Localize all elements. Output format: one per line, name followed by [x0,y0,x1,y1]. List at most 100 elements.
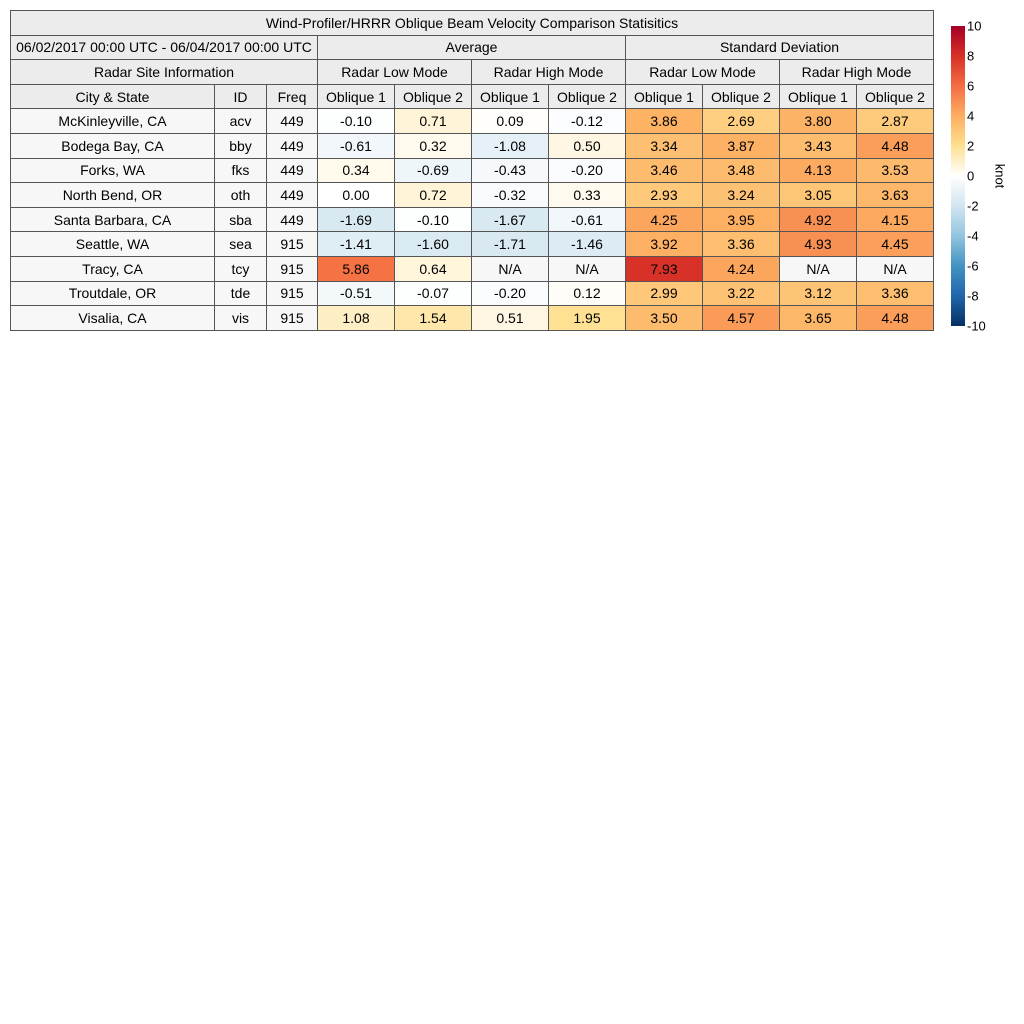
value-cell: 3.12 [779,280,857,307]
table-row: North Bend, OR oth 449 0.00 0.72 -0.32 0.33 2.9… [10,182,934,208]
value-cell: 4.24 [702,255,780,282]
site-id: bby [214,132,267,159]
column-header: City & State [10,83,215,110]
site-city: Bodega Bay, CA [10,132,215,159]
site-freq: 915 [266,280,318,307]
colorbar-tick-label: -8 [967,288,979,304]
site-id: tcy [214,255,267,282]
site-id: sea [214,231,267,257]
value-cell: 4.13 [779,157,857,184]
mode-header-std-high: Radar High Mode [779,59,934,85]
value-cell: 4.15 [856,206,934,233]
value-cell: -1.67 [471,206,549,233]
table-row: McKinleyville, CA acv 449 -0.10 0.71 0.09 -0.1… [10,108,934,134]
value-cell: -0.07 [394,280,472,307]
value-cell: -0.12 [548,108,626,134]
value-cell: -0.51 [317,280,395,307]
site-id: vis [214,305,267,331]
table-row: Visalia, CA vis 915 1.08 1.54 0.51 1.95 3.50 4.5… [10,305,934,331]
value-cell: 0.33 [548,182,626,208]
column-header: Oblique 2 [548,83,626,110]
site-city: Santa Barbara, CA [10,206,215,233]
site-city: Visalia, CA [10,305,215,331]
value-cell: N/A [779,255,857,282]
value-cell: 3.63 [856,182,934,208]
mode-header-avg-low: Radar Low Mode [317,59,472,85]
value-cell: 4.45 [856,231,934,257]
site-freq: 915 [266,231,318,257]
site-freq: 449 [266,132,318,159]
value-cell: 4.57 [702,305,780,331]
value-cell: 3.46 [625,157,703,184]
value-cell: 3.50 [625,305,703,331]
colorbar-tick-label: 8 [967,48,975,64]
value-cell: -0.10 [317,108,395,134]
column-header: Oblique 1 [317,83,395,110]
value-cell: -0.61 [317,132,395,159]
value-cell: 4.48 [856,305,934,331]
site-id: acv [214,108,267,134]
value-cell: 4.48 [856,132,934,159]
site-id: tde [214,280,267,307]
value-cell: 0.09 [471,108,549,134]
value-cell: 4.93 [779,231,857,257]
table-row: Tracy, CA tcy 915 5.86 0.64 N/A N/A 7.93 4.24 N/A… [10,255,934,282]
colorbar-tick-label: -10 [967,318,986,334]
value-cell: 3.43 [779,132,857,159]
site-id: oth [214,182,267,208]
value-cell: -0.32 [471,182,549,208]
site-info-header: Radar Site Information [10,59,318,85]
value-cell: 0.71 [394,108,472,134]
value-cell: -1.41 [317,231,395,257]
colorbar-ticks: 10 8 6 4 2 0 -2 -4 -6 -8 -10 [965,19,1005,334]
column-header: Oblique 1 [779,83,857,110]
value-cell: 3.95 [702,206,780,233]
value-cell: 0.34 [317,157,395,184]
value-cell: 3.80 [779,108,857,134]
value-cell: 0.32 [394,132,472,159]
site-freq: 449 [266,206,318,233]
colorbar [951,26,965,326]
value-cell: N/A [856,255,934,282]
value-cell: 0.50 [548,132,626,159]
colorbar-tick-label: -2 [967,198,979,214]
value-cell: -0.69 [394,157,472,184]
site-freq: 449 [266,157,318,184]
site-id: sba [214,206,267,233]
colorbar-tick-label: 6 [967,78,975,94]
column-header: ID [214,83,267,110]
column-header: Oblique 2 [856,83,934,110]
colorbar-tick-label: 2 [967,138,975,154]
colorbar-tick-label: -4 [967,228,979,244]
value-cell: 1.08 [317,305,395,331]
value-cell: 3.48 [702,157,780,184]
site-city: McKinleyville, CA [10,108,215,134]
column-header: Freq [266,83,318,110]
table-row: Troutdale, OR tde 915 -0.51 -0.07 -0.20 0.12 2.… [10,280,934,307]
site-city: Seattle, WA [10,231,215,257]
site-city: Forks, WA [10,157,215,184]
value-cell: -1.71 [471,231,549,257]
value-cell: 4.25 [625,206,703,233]
site-freq: 915 [266,305,318,331]
site-freq: 449 [266,182,318,208]
date-range: 06/02/2017 00:00 UTC - 06/04/2017 00:00 … [10,34,318,61]
column-header: Oblique 1 [625,83,703,110]
table-row: Santa Barbara, CA sba 449 -1.69 -0.10 -1.67 -0… [10,206,934,233]
value-cell: 3.36 [702,231,780,257]
column-header-row: City & State ID Freq Oblique 1 Oblique 2… [10,83,934,110]
value-cell: -0.61 [548,206,626,233]
value-cell: -0.10 [394,206,472,233]
value-cell: 4.92 [779,206,857,233]
value-cell: 3.86 [625,108,703,134]
group-header-average: Average [317,34,626,61]
table-row: Bodega Bay, CA bby 449 -0.61 0.32 -1.08 0.50 3.… [10,132,934,159]
value-cell: 3.05 [779,182,857,208]
group-header-standard-deviation: Standard Deviation [625,34,934,61]
value-cell: 3.24 [702,182,780,208]
value-cell: -0.20 [548,157,626,184]
value-cell: 2.93 [625,182,703,208]
value-cell: 0.51 [471,305,549,331]
site-city: Troutdale, OR [10,280,215,307]
value-cell: 2.69 [702,108,780,134]
